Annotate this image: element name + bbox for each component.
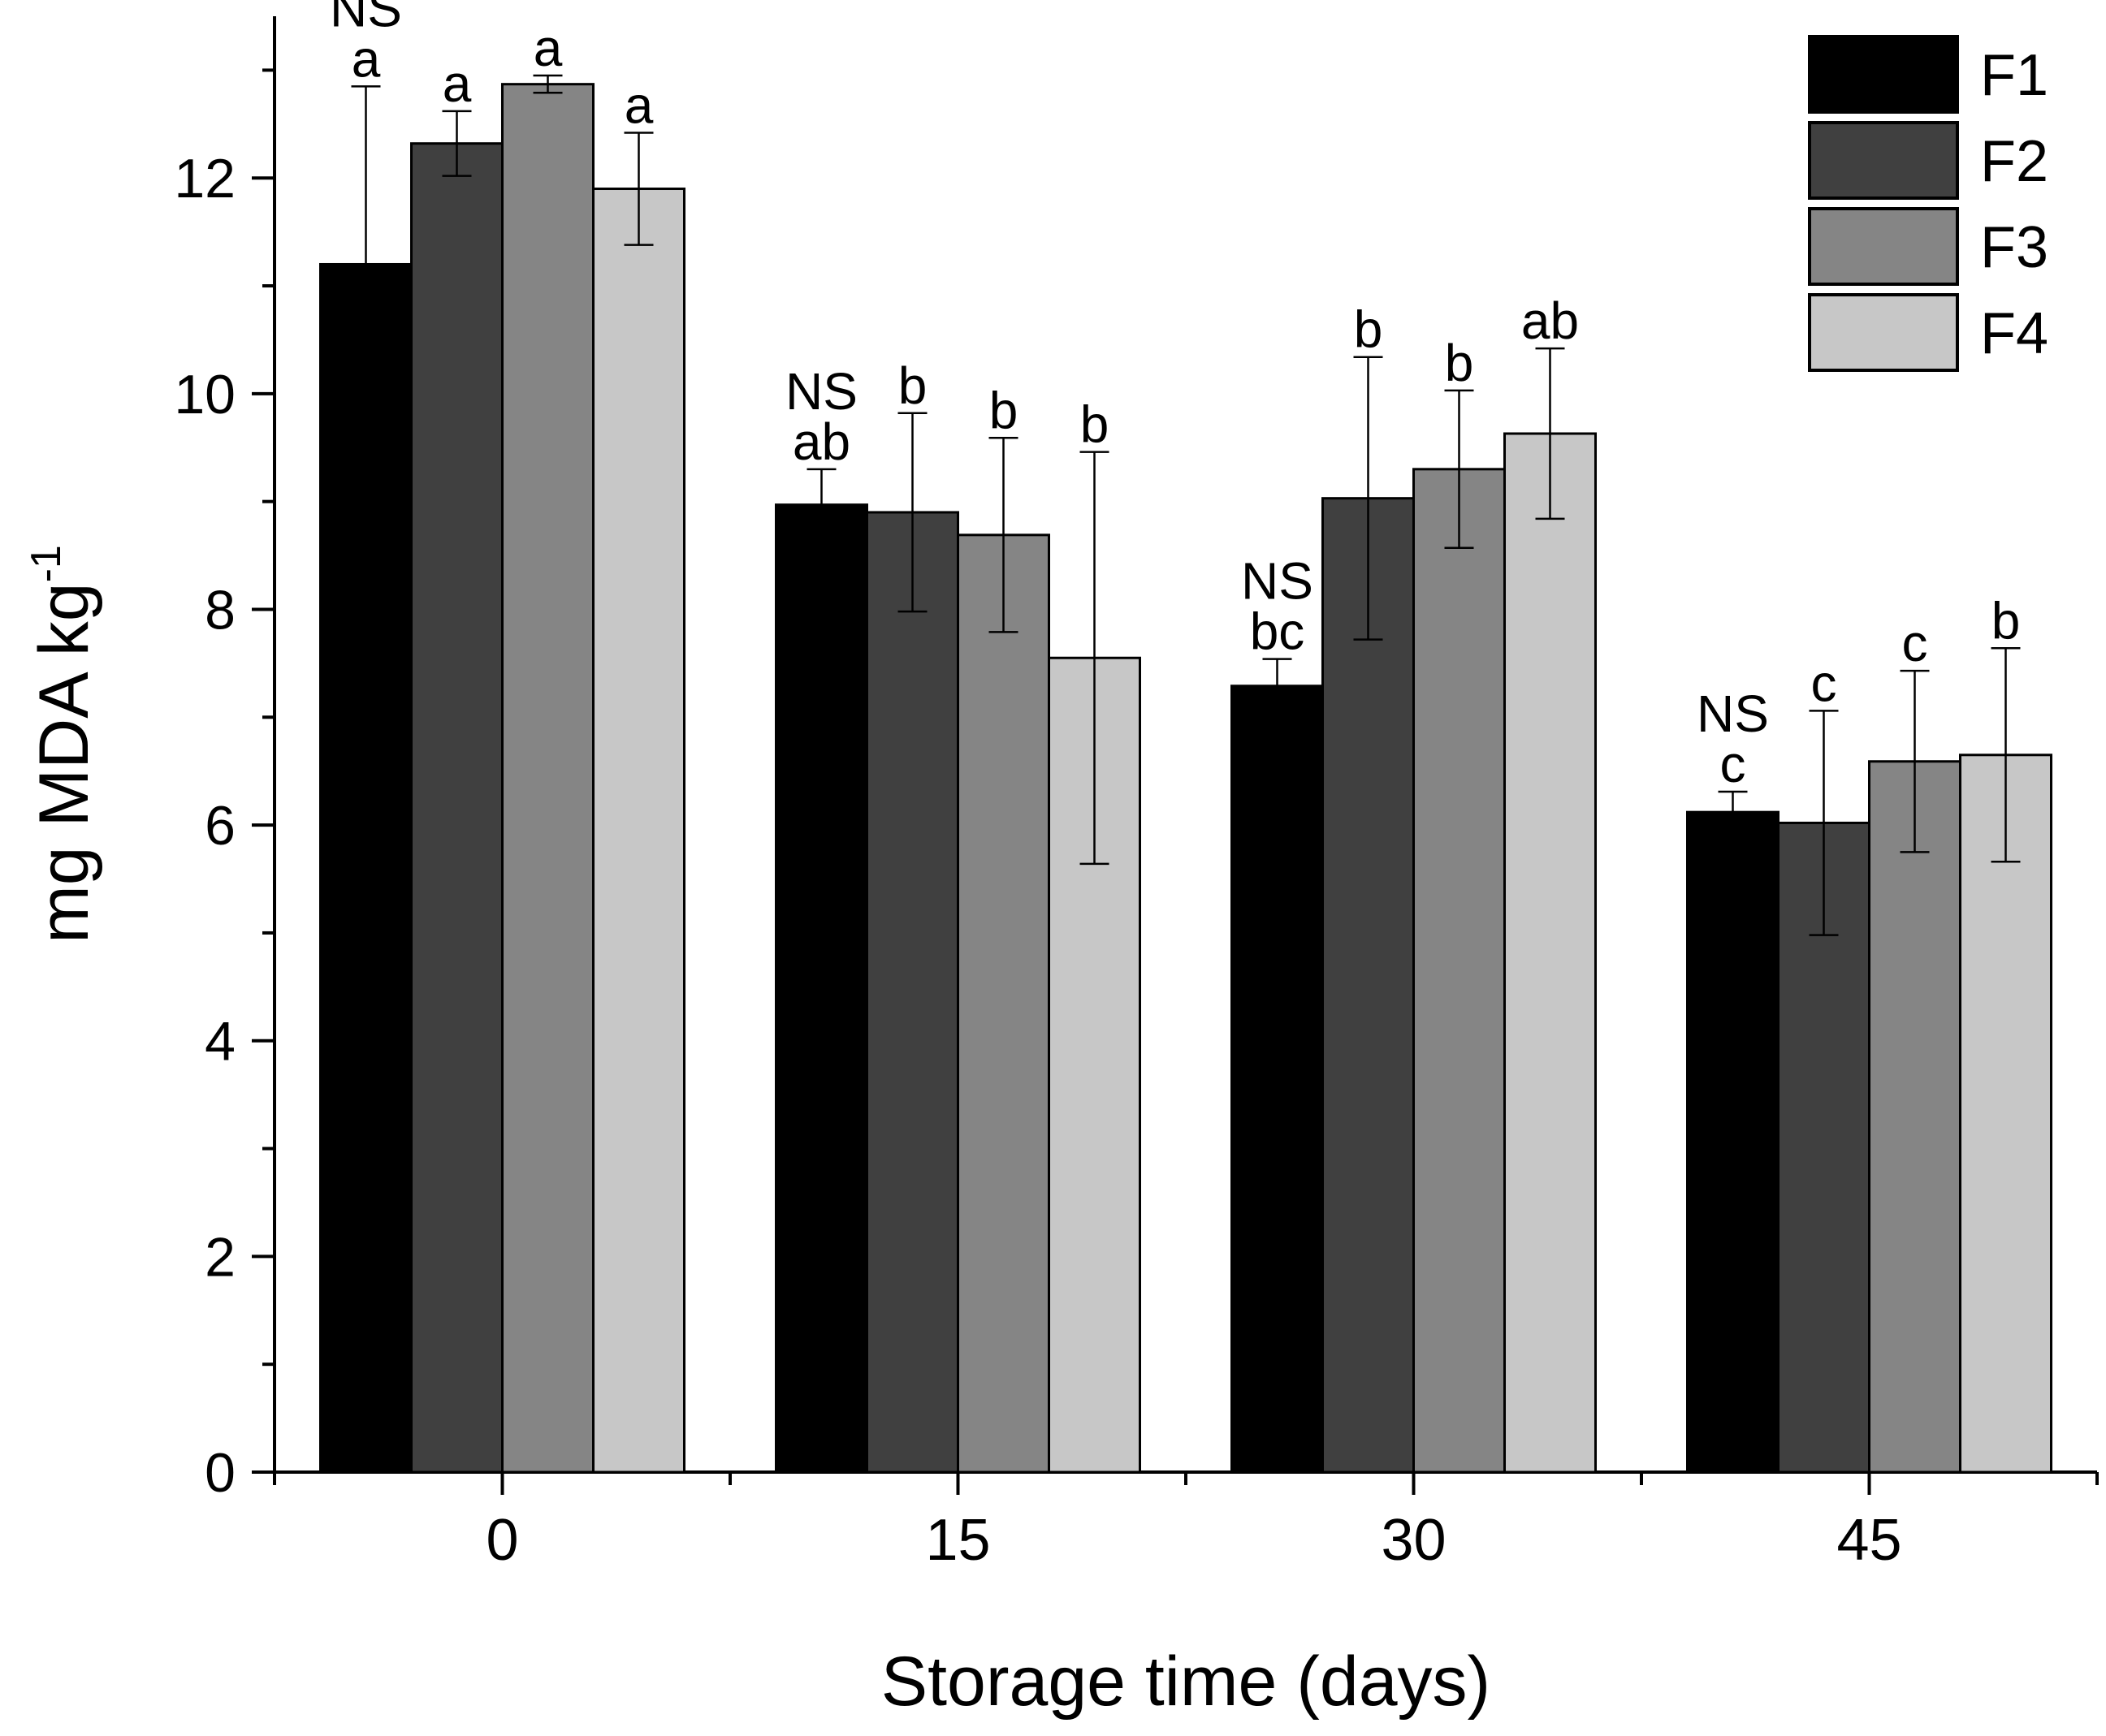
- legend-swatch-F2: [1808, 121, 1959, 200]
- bar-F1-day-0: [319, 262, 413, 1474]
- significance-letter: ab: [793, 412, 850, 471]
- y-tick-label: 2: [205, 1226, 236, 1288]
- y-tick-label: 12: [174, 148, 236, 209]
- bar-F4-day-0: [592, 188, 685, 1474]
- legend-swatch-F4: [1808, 293, 1959, 372]
- bar-F1-day-30: [1230, 684, 1324, 1474]
- legend-label-F1: F1: [1980, 43, 2048, 108]
- x-tick-label: 45: [1836, 1508, 1901, 1573]
- legend-label-F2: F2: [1980, 129, 2048, 194]
- significance-letter: ab: [1521, 291, 1579, 350]
- y-tick-label: 6: [205, 795, 236, 857]
- bar-F1-day-15: [775, 503, 868, 1474]
- significance-letter: c: [1720, 735, 1746, 793]
- bar-F1-day-45: [1686, 810, 1780, 1474]
- x-tick-label: 15: [925, 1508, 990, 1573]
- y-axis-label-superscript: -1: [23, 545, 70, 582]
- y-tick-label: 0: [205, 1442, 236, 1504]
- significance-letter: b: [898, 356, 928, 415]
- legend-swatch-F1: [1808, 35, 1959, 114]
- ns-annotation: NS: [785, 362, 858, 421]
- bar-F4-day-30: [1503, 432, 1597, 1474]
- significance-letter: b: [1080, 395, 1109, 454]
- bar-F2-day-0: [410, 142, 504, 1474]
- ns-annotation: NS: [330, 0, 402, 37]
- significance-letter: b: [989, 381, 1018, 439]
- bar-F3-day-30: [1412, 468, 1506, 1474]
- significance-letter: b: [1991, 591, 2021, 650]
- bar-F3-day-15: [957, 533, 1050, 1474]
- y-tick-label: 8: [205, 579, 236, 641]
- legend-swatch-F3: [1808, 207, 1959, 286]
- significance-letter: a: [352, 29, 381, 88]
- legend-label-F3: F3: [1980, 215, 2048, 280]
- significance-letter: b: [1354, 300, 1383, 359]
- y-axis-label-main: mg MDA kg: [25, 582, 103, 943]
- y-axis-label: mg MDA kg-1: [23, 545, 103, 944]
- bar-F3-day-0: [501, 83, 595, 1474]
- significance-letter: a: [443, 54, 472, 113]
- significance-letter: c: [1902, 614, 1928, 672]
- significance-letter: b: [1445, 334, 1474, 392]
- y-tick-label: 4: [205, 1011, 236, 1073]
- legend: F1 F2 F3 F4: [1808, 35, 2048, 372]
- bar-F4-day-45: [1959, 754, 2052, 1474]
- ns-annotation: NS: [1241, 552, 1313, 611]
- significance-letter: c: [1811, 654, 1837, 712]
- significance-letter: bc: [1250, 602, 1305, 661]
- bar-F3-day-45: [1868, 760, 1961, 1474]
- legend-label-F4: F4: [1980, 301, 2048, 366]
- significance-letter: a: [625, 76, 654, 134]
- x-tick-label: 30: [1381, 1508, 1446, 1573]
- x-axis-label: Storage time (days): [881, 1643, 1490, 1721]
- bar-F2-day-15: [866, 511, 959, 1474]
- bar-F2-day-30: [1321, 497, 1415, 1474]
- significance-letter: a: [534, 19, 563, 77]
- ns-annotation: NS: [1697, 684, 1769, 743]
- x-tick-label: 0: [486, 1508, 518, 1573]
- y-tick-label: 10: [174, 364, 236, 425]
